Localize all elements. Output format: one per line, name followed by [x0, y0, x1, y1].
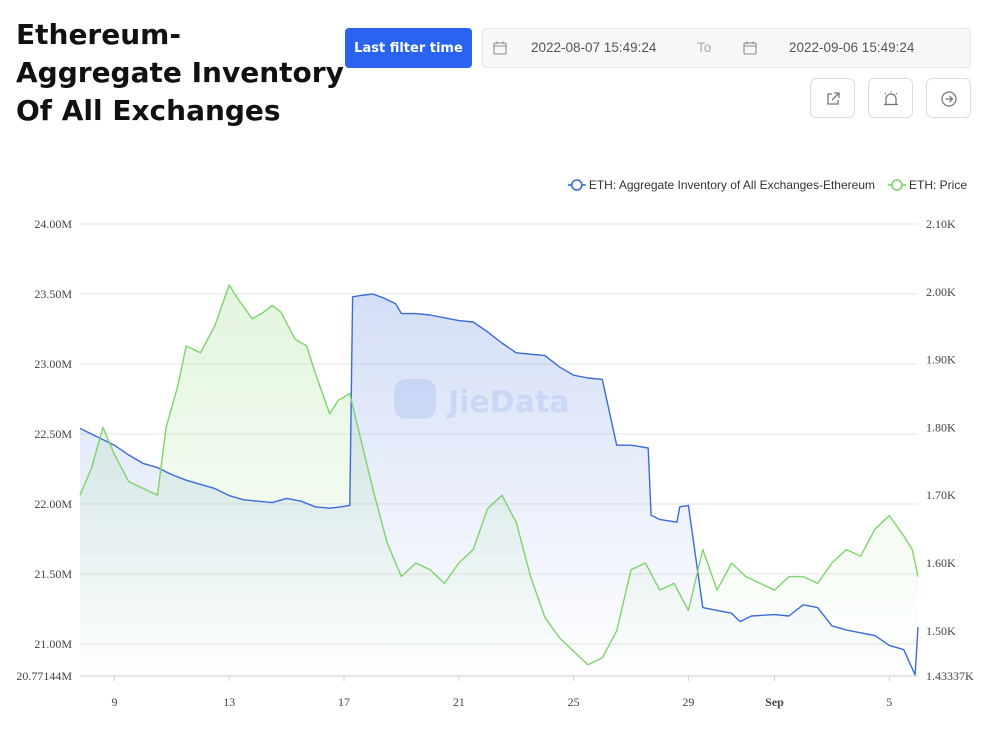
y-left-tick-label: 23.00M — [34, 357, 72, 371]
legend-label[interactable]: ETH: Price — [909, 178, 967, 192]
y-right-tick-label: 1.60K — [926, 556, 956, 570]
go-button[interactable] — [926, 78, 971, 118]
y-right-tick-label: 1.90K — [926, 353, 956, 367]
x-tick-label: Sep — [765, 695, 784, 709]
x-tick-label: 13 — [223, 695, 235, 709]
y-right-tick-label: 1.70K — [926, 488, 956, 502]
date-range-picker[interactable]: 2022-08-07 15:49:24 To 2022-09-06 15:49:… — [482, 28, 971, 68]
legend-label[interactable]: ETH: Aggregate Inventory of All Exchange… — [589, 178, 875, 192]
y-left-tick-label: 22.50M — [34, 427, 72, 441]
y-left-tick-label: 20.77144M — [16, 669, 72, 683]
series-area — [80, 285, 918, 676]
alarm-button[interactable] — [868, 78, 913, 118]
y-left-tick-label: 23.50M — [34, 287, 72, 301]
y-right-tick-label: 2.00K — [926, 285, 956, 299]
date-from-field[interactable]: 2022-08-07 15:49:24 — [531, 40, 657, 55]
y-left-tick-label: 21.00M — [34, 637, 72, 651]
chart-legend[interactable]: ETH: Price ETH: Aggregate Inventory of Al… — [567, 178, 967, 192]
date-to-field[interactable]: 2022-09-06 15:49:24 — [789, 40, 915, 55]
x-tick-label: 5 — [886, 695, 892, 709]
chart-area: ETH: Price ETH: Aggregate Inventory of Al… — [16, 178, 974, 709]
y-right-tick-label: 1.80K — [926, 420, 956, 434]
x-tick-label: 29 — [682, 695, 694, 709]
y-left-tick-label: 24.00M — [34, 217, 72, 231]
legend-marker — [571, 179, 583, 191]
x-tick-label: 9 — [111, 695, 117, 709]
last-filter-time-button[interactable]: Last filter time — [345, 28, 472, 68]
share-button[interactable] — [810, 78, 855, 118]
inventory-line[interactable] — [79, 293, 919, 676]
date-separator: To — [697, 40, 712, 55]
y-right-tick-label: 2.10K — [926, 217, 956, 231]
x-tick-label: 21 — [453, 695, 465, 709]
y-right-tick-label: 1.43337K — [926, 669, 974, 683]
x-tick-label: 17 — [338, 695, 350, 709]
calendar-icon — [493, 41, 507, 55]
x-tick-label: 25 — [568, 695, 580, 709]
y-right-tick-label: 1.50K — [926, 624, 956, 638]
legend-marker — [891, 179, 903, 191]
page-title: Ethereum-Aggregate Inventory Of All Exch… — [16, 18, 344, 127]
calendar-icon — [743, 41, 757, 55]
y-left-tick-label: 21.50M — [34, 567, 72, 581]
y-left-tick-label: 22.00M — [34, 497, 72, 511]
price-line[interactable] — [79, 284, 919, 666]
alarm-icon — [884, 91, 898, 106]
share-icon — [827, 92, 840, 105]
arrow-right-circle-icon — [941, 91, 957, 107]
